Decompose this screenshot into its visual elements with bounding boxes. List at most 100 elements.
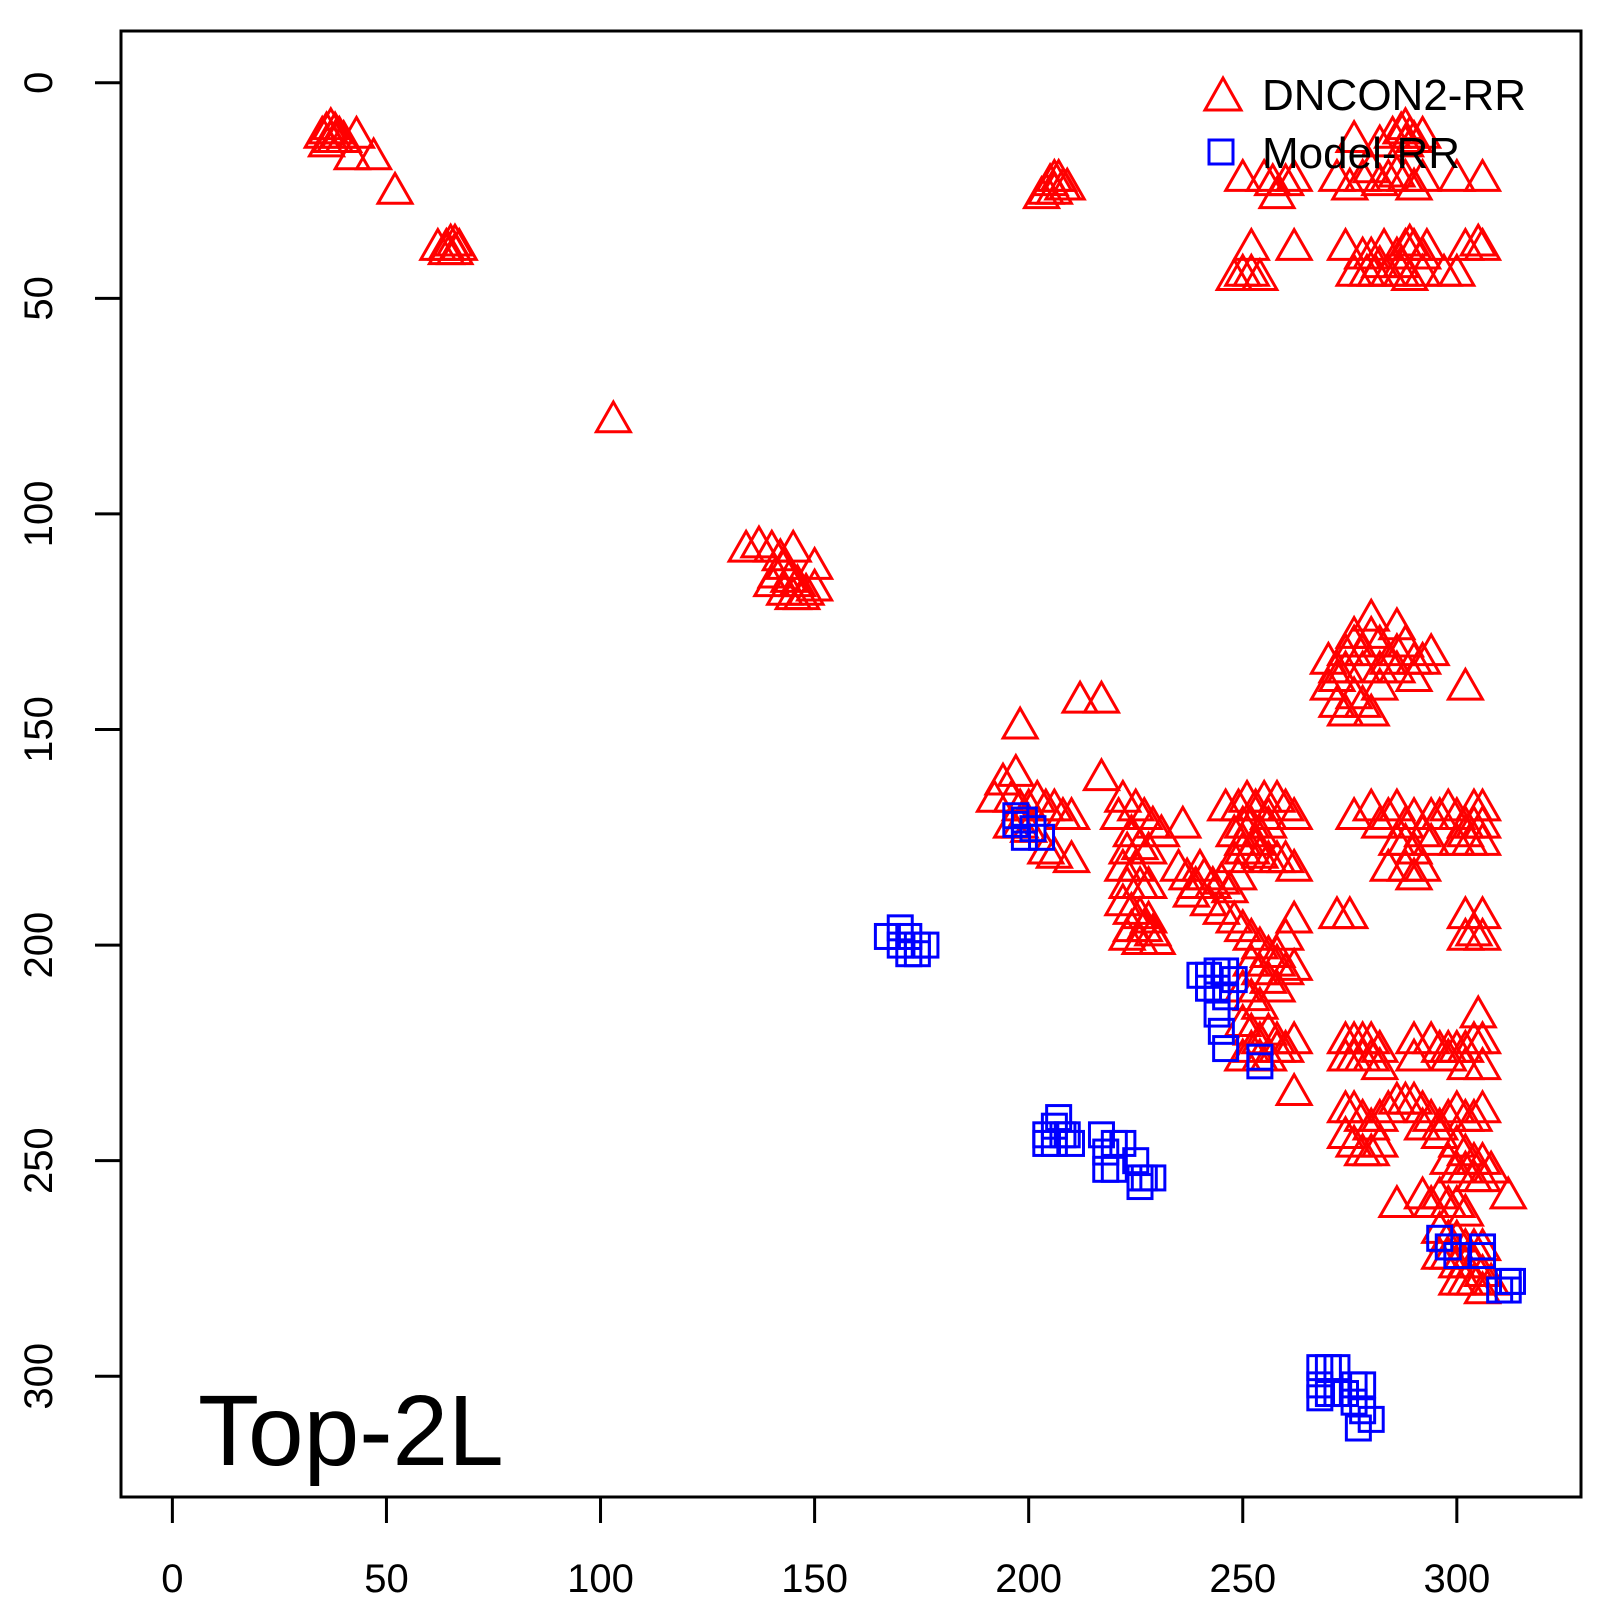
dncon2-rr-point (1420, 1175, 1460, 1210)
dncon2-rr-point (1394, 166, 1434, 201)
model-rr-point (1212, 983, 1240, 1011)
dncon2-rr-point (1257, 968, 1297, 1003)
dncon2-rr-point (765, 545, 805, 580)
dncon2-rr-point (1445, 1149, 1485, 1184)
model-rr-point (1122, 1147, 1150, 1175)
panel-annotation: Top-2L (198, 1375, 504, 1487)
dncon2-rr-point (1330, 166, 1370, 201)
dncon2-rr-point (1462, 1252, 1503, 1288)
dncon2-rr-point (1411, 631, 1451, 667)
dncon2-rr-point (1236, 821, 1276, 856)
dncon2-rr-point (593, 399, 633, 434)
dncon2-rr-point (1223, 907, 1263, 943)
dncon2-rr-point (1368, 1088, 1408, 1124)
x-tick-label: 200 (995, 1557, 1062, 1600)
dncon2-rr-point (1325, 692, 1366, 727)
model-rr-point (1028, 823, 1056, 851)
dncon2-rr-point (1437, 1183, 1477, 1219)
dncon2-rr-point (1437, 157, 1477, 192)
dncon2-rr-point (1240, 256, 1280, 292)
dncon2-rr-point (1128, 864, 1169, 899)
dncon2-rr-point (1163, 804, 1203, 839)
model-rr-point (1349, 1397, 1377, 1425)
model-rr-point (1469, 1242, 1497, 1270)
model-rr-point (1195, 974, 1223, 1002)
dncon2-rr-point (1377, 153, 1417, 188)
dncon2-rr-point (1218, 856, 1259, 891)
dncon2-rr-point (1437, 1088, 1477, 1124)
dncon2-rr-point (1462, 157, 1503, 192)
dncon2-rr-point (1462, 1270, 1503, 1305)
dncon2-rr-point (1193, 864, 1233, 899)
dncon2-rr-point (1385, 123, 1426, 158)
dncon2-rr-point (1402, 1106, 1443, 1141)
model-rr-point (1203, 1000, 1231, 1028)
dncon2-rr-point (1274, 157, 1314, 192)
model-rr-point (1246, 1052, 1274, 1080)
dncon2-rr-point (1051, 838, 1092, 874)
dncon2-rr-point (1458, 222, 1498, 257)
dncon2-rr-point (1462, 1157, 1503, 1193)
y-tick-label: 200 (17, 912, 61, 979)
dncon2-rr-point (1158, 847, 1199, 882)
model-rr-point (1057, 1129, 1085, 1157)
model-rr-point (1220, 966, 1248, 994)
dncon2-rr-point (1445, 916, 1485, 951)
model-rr-point (1010, 806, 1038, 834)
dncon2-rr-point (1407, 226, 1447, 261)
dncon2-rr-point (1274, 899, 1314, 934)
dncon2-rr-point (996, 752, 1036, 787)
model-rr-point (1092, 1138, 1120, 1166)
dncon2-rr-point (1334, 118, 1374, 154)
dncon2-rr-point (1390, 256, 1430, 292)
dncon2-rr-point (752, 528, 792, 563)
model-rr-point (1494, 1276, 1522, 1304)
dncon2-rr-point (1445, 666, 1485, 701)
dncon2-rr-point (1351, 692, 1391, 727)
model-rr-point (1306, 1384, 1334, 1412)
dncon2-rr-point (1488, 1175, 1528, 1210)
dncon2-rr-point (1428, 1037, 1468, 1072)
dncon2-rr-point (1099, 795, 1139, 830)
y-tick-label: 250 (17, 1127, 61, 1194)
dncon2-rr-point (1471, 1149, 1511, 1184)
model-rr-point (1100, 1155, 1128, 1183)
dncon2-rr-point (1351, 1037, 1391, 1072)
dncon2-rr-point (1402, 252, 1443, 287)
dncon2-rr-point (1462, 1019, 1503, 1055)
legend-marker-model-rr (1207, 138, 1235, 166)
model-rr-point (1045, 1104, 1073, 1132)
dncon2-rr-point (1377, 606, 1417, 641)
dncon2-rr-point (1274, 795, 1314, 830)
dncon2-rr-point (1257, 174, 1297, 210)
dncon2-rr-point (1325, 1114, 1366, 1150)
model-rr-point (1426, 1224, 1454, 1252)
dncon2-rr-point (1128, 830, 1169, 865)
y-tick-label: 50 (17, 276, 61, 321)
dncon2-rr-point (311, 105, 351, 141)
dncon2-rr-point (1394, 118, 1434, 154)
dncon2-rr-point (1081, 679, 1122, 714)
dncon2-rr-point (1257, 778, 1297, 813)
dncon2-rr-point (375, 170, 415, 205)
dncon2-rr-point (1124, 795, 1164, 830)
dncon2-rr-point (1231, 252, 1271, 287)
model-rr-point (1340, 1388, 1368, 1416)
dncon2-rr-point (306, 123, 347, 158)
legend-marker-dncon2-rr (1202, 74, 1244, 112)
points-layer (302, 105, 1528, 1442)
dncon2-rr-point (1244, 157, 1284, 192)
dncon2-rr-point (1334, 1088, 1374, 1124)
dncon2-rr-point (1394, 1080, 1434, 1115)
model-rr-point (1332, 1380, 1360, 1408)
dncon2-rr-point (782, 575, 822, 611)
dncon2-rr-point (1274, 1071, 1314, 1106)
dncon2-rr-point (1428, 1140, 1468, 1175)
dncon2-rr-point (1051, 795, 1092, 830)
dncon2-rr-point (1231, 942, 1271, 977)
model-rr-point (1212, 957, 1240, 985)
dncon2-rr-point (1021, 174, 1062, 210)
model-rr-point (1443, 1242, 1471, 1270)
